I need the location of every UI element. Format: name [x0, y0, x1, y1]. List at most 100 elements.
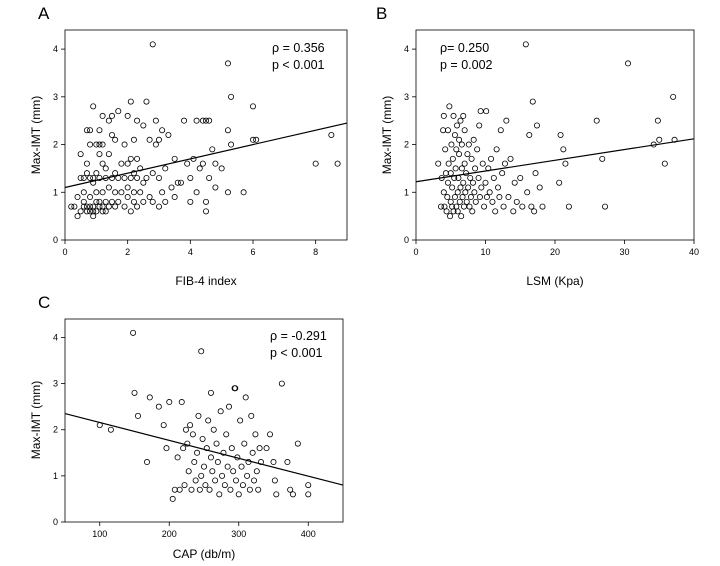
data-point-a — [83, 127, 90, 134]
data-point-a — [187, 174, 194, 181]
data-point-a — [228, 141, 235, 148]
data-point-c — [180, 445, 187, 452]
data-point-a — [134, 174, 141, 181]
data-point-a — [149, 198, 156, 205]
data-point-b — [489, 198, 496, 205]
y-ticks-a: 0 1 2 3 4 — [53, 44, 65, 245]
data-point-b — [443, 208, 450, 215]
data-point-c — [294, 440, 301, 447]
data-point-b — [459, 194, 466, 201]
rho-annotation-b: ρ= 0.250 — [440, 41, 489, 55]
x-tick-label-b: 30 — [619, 247, 629, 257]
data-point-c — [237, 417, 244, 424]
data-point-b — [532, 170, 539, 177]
data-point-a — [93, 189, 100, 196]
data-point-b — [460, 179, 467, 186]
x-ticks-c: 100 200 300 400 — [92, 522, 316, 539]
data-point-b — [465, 141, 472, 148]
data-point-c — [131, 389, 138, 396]
data-point-c — [238, 463, 245, 470]
data-point-b — [461, 127, 468, 134]
data-point-b — [464, 151, 471, 158]
data-point-a — [149, 170, 156, 177]
data-point-b — [462, 189, 469, 196]
y-tick-label-a: 3 — [53, 92, 58, 102]
p-annotation-c: p < 0.001 — [270, 346, 323, 360]
y-tick-label-c: 1 — [53, 471, 58, 481]
data-point-b — [469, 208, 476, 215]
data-point-a — [90, 208, 97, 215]
data-point-b — [472, 198, 479, 205]
data-point-b — [452, 165, 459, 172]
x-tick-label-a: 8 — [313, 247, 318, 257]
data-point-a — [162, 165, 169, 172]
data-point-c — [200, 463, 207, 470]
data-point-c — [174, 454, 181, 461]
data-point-a — [130, 136, 137, 143]
data-point-a — [224, 189, 231, 196]
data-point-b — [450, 112, 457, 119]
data-point-b — [454, 208, 461, 215]
data-point-c — [271, 477, 278, 484]
data-point-c — [256, 445, 263, 452]
data-point-b — [475, 174, 482, 181]
data-point-b — [472, 165, 479, 172]
data-point-a — [127, 155, 134, 162]
data-point-a — [102, 198, 109, 205]
data-point-b — [471, 189, 478, 196]
data-point-a — [96, 198, 103, 205]
data-point-c — [210, 426, 217, 433]
points-c — [96, 329, 312, 502]
data-point-b — [488, 155, 495, 162]
data-point-c — [176, 486, 183, 493]
rho-annotation-c: ρ = -0.291 — [270, 329, 327, 343]
x-tick-label-a: 0 — [62, 247, 67, 257]
data-point-a — [218, 165, 225, 172]
data-point-a — [159, 127, 166, 134]
y-tick-label-a: 4 — [53, 44, 58, 54]
data-point-b — [453, 146, 460, 153]
data-point-c — [227, 486, 234, 493]
data-point-c — [246, 486, 253, 493]
data-point-a — [155, 174, 162, 181]
data-point-a — [77, 208, 84, 215]
data-point-a — [184, 160, 191, 167]
data-point-b — [440, 112, 447, 119]
data-point-c — [220, 449, 227, 456]
data-point-a — [206, 117, 213, 124]
data-point-c — [163, 445, 170, 452]
data-point-a — [149, 41, 156, 48]
data-point-b — [441, 203, 448, 210]
x-axis-label-a: FIB-4 index — [175, 274, 236, 288]
data-point-c — [194, 449, 201, 456]
x-axis-label-c: CAP (db/m) — [173, 547, 235, 561]
data-point-a — [140, 179, 147, 186]
data-point-a — [171, 155, 178, 162]
data-point-b — [450, 208, 457, 215]
data-point-a — [134, 117, 141, 124]
data-point-a — [202, 117, 209, 124]
data-point-b — [466, 203, 473, 210]
data-point-a — [102, 208, 109, 215]
data-point-b — [531, 208, 538, 215]
data-point-b — [486, 189, 493, 196]
data-point-b — [458, 213, 465, 220]
data-point-c — [241, 440, 248, 447]
data-point-b — [501, 160, 508, 167]
data-point-a — [80, 198, 87, 205]
data-point-a — [193, 189, 200, 196]
data-point-a — [80, 203, 87, 210]
plot-frame-c — [64, 318, 344, 523]
data-point-c — [221, 482, 228, 489]
data-point-a — [105, 117, 112, 124]
data-point-c — [207, 454, 214, 461]
y-ticks-b: 0 1 2 3 4 — [404, 44, 416, 245]
y-tick-label-b: 0 — [404, 235, 409, 245]
data-point-b — [476, 194, 483, 201]
data-point-b — [474, 146, 481, 153]
data-point-b — [460, 203, 467, 210]
y-tick-label-a: 0 — [53, 235, 58, 245]
data-point-a — [112, 170, 119, 177]
data-point-a — [96, 127, 103, 134]
